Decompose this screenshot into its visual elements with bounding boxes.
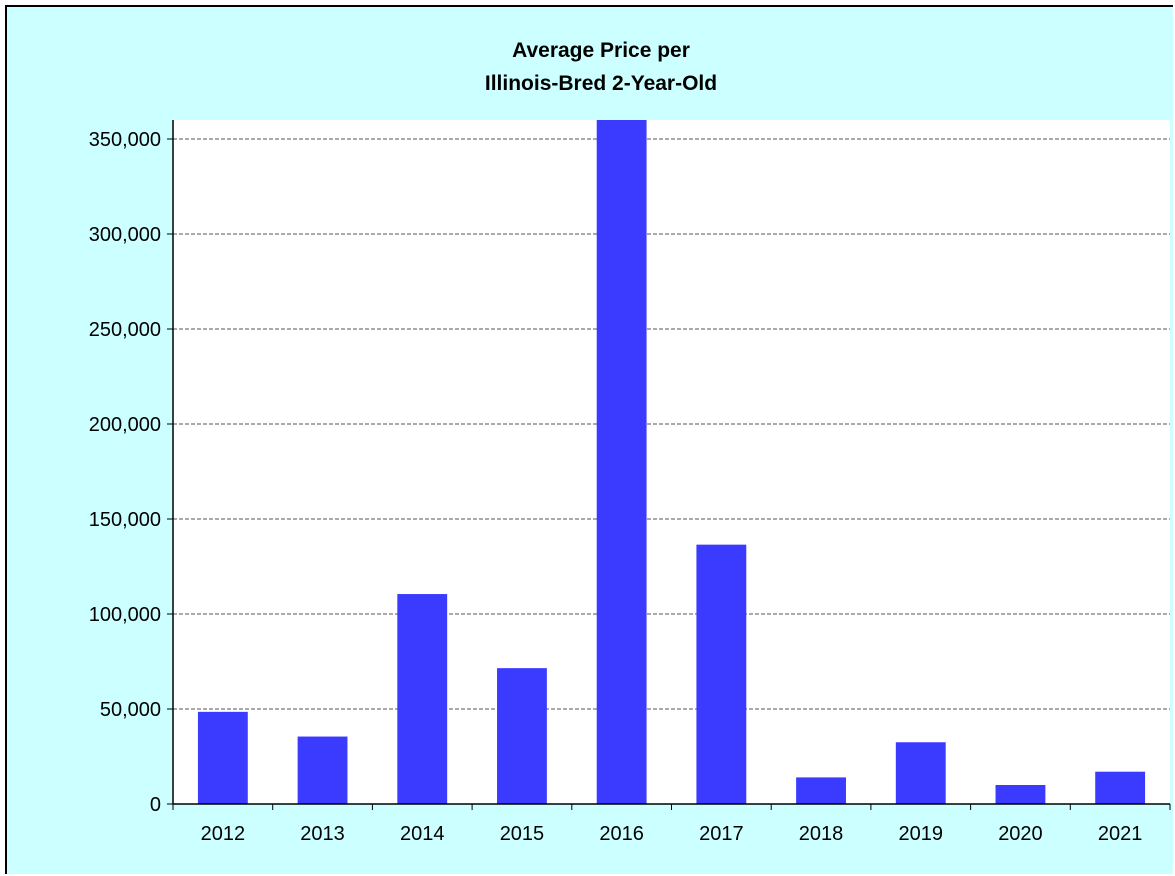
x-tick-labels: 2012 2013 2014 2015 2016 2017 2018 2019 2020 2021 <box>201 823 1143 845</box>
x-tick-label: 2013 <box>300 823 345 845</box>
y-tick-label: 150,000 <box>89 509 161 531</box>
y-tick-label: 200,000 <box>89 414 161 436</box>
x-tick-label: 2012 <box>201 823 246 845</box>
bar-2020 <box>995 785 1046 804</box>
bar-2021 <box>1095 771 1146 804</box>
x-tick-label: 2017 <box>699 823 744 845</box>
x-tick-label: 2021 <box>1098 823 1143 845</box>
x-tick-label: 2016 <box>599 823 644 845</box>
bar-2016 <box>596 120 647 804</box>
bar-2012 <box>197 711 248 804</box>
bars <box>197 120 1146 804</box>
y-tick-labels: 0 50,000 100,000 150,000 200,000 250,000 300,0… <box>89 129 161 816</box>
y-tick-label: 0 <box>150 794 161 816</box>
bar-2017 <box>696 544 747 804</box>
axes <box>167 120 1171 810</box>
y-tick-label: 50,000 <box>100 699 161 721</box>
y-tick-label: 100,000 <box>89 604 161 626</box>
bar-2018 <box>796 777 846 804</box>
y-tick-label: 300,000 <box>89 224 161 246</box>
chart-title-line-1: Average Price per <box>512 39 690 62</box>
bar-2019 <box>895 742 946 804</box>
y-tick-label: 250,000 <box>89 319 161 341</box>
x-tick-label: 2019 <box>899 823 944 845</box>
bar-2014 <box>397 594 448 804</box>
bar-2013 <box>297 736 348 804</box>
plot-area <box>173 120 1170 804</box>
x-tick-label: 2020 <box>998 823 1043 845</box>
bar-chart: Average Price per Illinois-Bred 2-Year-O… <box>89 39 1171 845</box>
x-tick-label: 2018 <box>799 823 844 845</box>
grid-lines <box>173 138 1170 710</box>
x-tick-label: 2015 <box>500 823 545 845</box>
chart-panel: Average Price per Illinois-Bred 2-Year-O… <box>5 5 1173 874</box>
bar-2015 <box>497 668 547 804</box>
chart-title-line-2: Illinois-Bred 2-Year-Old <box>485 72 717 95</box>
y-tick-label: 350,000 <box>89 129 161 151</box>
x-tick-label: 2014 <box>400 823 445 845</box>
